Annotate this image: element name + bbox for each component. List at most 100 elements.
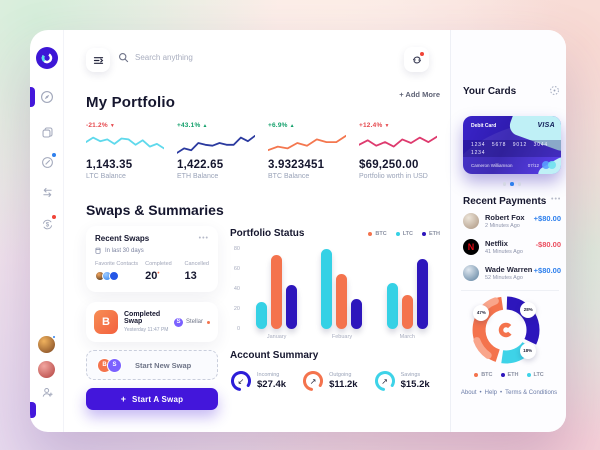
documents-icon — [42, 127, 52, 137]
sparkline-chart — [86, 136, 164, 150]
menu-toggle-button[interactable] — [86, 48, 110, 72]
legend-item: LTC — [395, 231, 413, 237]
savings-ring-icon: ↗ — [374, 370, 396, 392]
bar-plot-area: January Febuary March — [244, 249, 440, 340]
footer-link-terms[interactable]: Terms & Conditions — [505, 390, 558, 396]
refresh-icon — [412, 56, 421, 63]
summary-savings[interactable]: ↗ Savings $15.2k — [374, 370, 430, 392]
sidebar-item-documents[interactable] — [37, 122, 57, 142]
card-type-label: Debit Card — [471, 123, 497, 129]
debit-card[interactable]: Debit Card VISA 1234 5678 9012 3044 1234… — [463, 116, 561, 174]
outgoing-ring-icon: ↗ — [302, 370, 324, 392]
chart-title: Portfolio Status — [230, 228, 305, 239]
sidebar-item-compose[interactable] — [37, 152, 57, 172]
balance-value: 1,422.65 — [177, 159, 224, 171]
sidebar-add-member[interactable] — [37, 382, 57, 402]
balance-label: LTC Balance — [86, 173, 126, 180]
y-axis: 0 20 40 60 80 — [233, 246, 240, 332]
add-more-link[interactable]: + Add More — [399, 90, 440, 99]
summary-incoming[interactable]: ↙ Incoming $27.4k — [230, 370, 286, 392]
cancelled-value: 13 — [184, 270, 197, 282]
stat-card-usd[interactable]: +12.4% ▼ $69,250.00 Portfolio worth in U… — [359, 122, 440, 180]
more-menu[interactable]: ••• — [551, 196, 562, 203]
app-logo[interactable] — [36, 47, 58, 69]
stat-card-eth[interactable]: +43.1% ▲ 1,422.65 ETH Balance — [177, 122, 258, 180]
carousel-dot[interactable] — [517, 182, 522, 186]
search-placeholder: Search anything — [135, 53, 193, 62]
bar-ltc[interactable] — [386, 283, 398, 329]
bar-btc[interactable] — [401, 295, 413, 329]
donut-percent-label: 18% — [519, 342, 536, 359]
chart-legend: BTC LTC ETH — [368, 231, 440, 237]
bar-ltc[interactable] — [321, 249, 333, 329]
portfolio-stats-row: -21.2% ▼ 1,143.35 LTC Balance +43.1% ▲ 1… — [86, 122, 440, 180]
sparkline-chart — [268, 134, 346, 152]
contact-avatar[interactable] — [109, 271, 119, 281]
svg-text:$: $ — [45, 221, 49, 228]
balance-label: BTC Balance — [268, 173, 310, 180]
sync-button[interactable] — [404, 47, 429, 72]
bar-eth[interactable] — [351, 299, 363, 329]
page-title: My Portfolio — [86, 94, 176, 111]
payment-row[interactable]: Wade Warren 52 Minutes Ago +$80.00 — [463, 264, 561, 286]
sidebar-item-dashboard[interactable] — [37, 87, 57, 107]
completed-swap-card[interactable]: B Completed Swap Yesterday 11:47 PM S St… — [86, 302, 218, 342]
bar-group: January — [256, 249, 298, 340]
balance-value: 1,143.35 — [86, 159, 133, 171]
start-a-swap-button[interactable]: + Start A Swap — [86, 388, 218, 410]
right-panel: Your Cards Debit Card VISA 1234 5678 901… — [450, 30, 566, 432]
notification-dot — [420, 52, 424, 56]
bar-ltc[interactable] — [256, 302, 268, 329]
sparkline-chart — [359, 135, 437, 148]
donut-legend: BTC ETH LTC — [451, 372, 566, 378]
change-badge: +12.4% ▼ — [359, 122, 390, 129]
online-presence-dot — [52, 335, 56, 339]
bar-eth[interactable] — [416, 259, 428, 329]
dollar-exchange-icon: $ — [42, 219, 52, 229]
swap-pair-icons: B S — [97, 357, 122, 373]
start-new-swap-card[interactable]: B S Start New Swap — [86, 350, 218, 380]
search-input[interactable]: Search anything — [118, 52, 193, 63]
notification-dot — [52, 153, 56, 157]
payment-row[interactable]: N Netflix 41 Minutes Ago -$80.00 — [463, 238, 561, 260]
settings-dial-icon — [550, 86, 559, 95]
sidebar-item-earnings[interactable]: $ — [37, 214, 57, 234]
contacts-label: Favorite Contacts — [95, 261, 139, 267]
status-dot — [207, 320, 211, 324]
legend-item: ETH — [500, 372, 519, 378]
cancelled-label: Cancelled — [184, 261, 209, 267]
card-number-band — [463, 140, 561, 157]
favorite-contacts[interactable] — [95, 271, 145, 281]
footer-link-about[interactable]: About — [460, 390, 477, 396]
stat-card-ltc[interactable]: -21.2% ▼ 1,143.35 LTC Balance — [86, 122, 167, 180]
sidebar-item-transfers[interactable] — [37, 182, 57, 202]
summary-outgoing[interactable]: ↗ Outgoing $11.2k — [302, 370, 358, 392]
card-brand-circles — [542, 161, 556, 169]
holdings-donut-chart: 47% 28% 18% — [451, 275, 561, 385]
payment-row[interactable]: Robert Fox 2 Minutes Ago +$80.00 — [463, 212, 561, 234]
footer-link-help[interactable]: Help — [484, 390, 497, 396]
logo-arc-icon — [41, 52, 53, 64]
donut-percent-label: 28% — [520, 301, 537, 318]
sidebar-contact-avatar[interactable] — [38, 335, 56, 353]
payment-amount: +$80.00 — [533, 266, 561, 275]
bar-group: Febuary — [321, 249, 363, 340]
stat-card-btc[interactable]: +6.9% ▲ 3.9323451 BTC Balance — [268, 122, 349, 180]
payee-avatar: N — [463, 239, 479, 255]
divider — [461, 290, 559, 291]
legend-item: BTC — [368, 231, 387, 237]
card-carousel-dots — [463, 182, 561, 186]
sidebar-contact-avatar[interactable] — [38, 361, 55, 378]
more-menu[interactable]: ••• — [198, 234, 209, 242]
card-settings-button[interactable] — [549, 85, 560, 96]
incoming-ring-icon: ↙ — [230, 370, 252, 392]
carousel-dot-active[interactable] — [510, 182, 514, 186]
sidebar: $ — [30, 30, 64, 432]
bar-btc[interactable] — [271, 255, 283, 329]
carousel-dot[interactable] — [502, 182, 507, 186]
bar-eth[interactable] — [286, 285, 298, 329]
bar-btc[interactable] — [336, 274, 348, 329]
account-summary-title: Account Summary — [230, 350, 319, 361]
search-icon — [119, 53, 129, 63]
your-cards-title: Your Cards — [463, 86, 517, 97]
